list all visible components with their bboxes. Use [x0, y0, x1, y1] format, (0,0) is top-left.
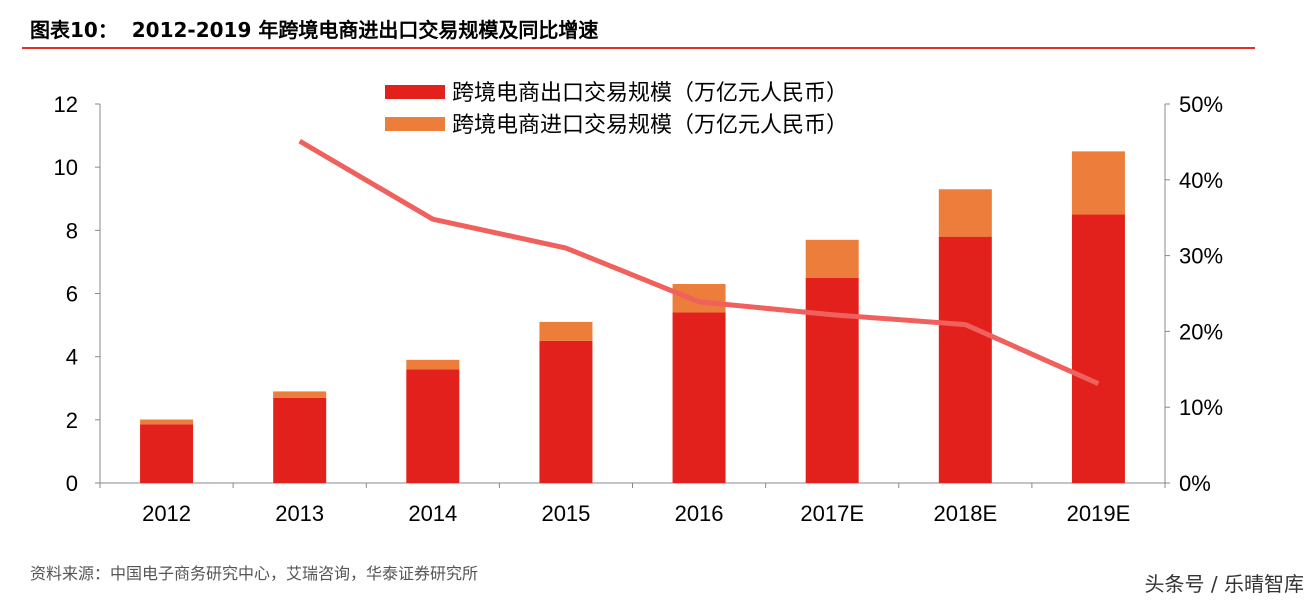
bar-export — [1071, 214, 1125, 483]
right-tick-label: 50% — [1179, 92, 1223, 117]
right-tick-label: 40% — [1179, 168, 1223, 193]
bar-export — [273, 397, 327, 483]
x-tick-label: 2012 — [142, 501, 191, 526]
bar-import — [406, 359, 460, 370]
bar-import — [938, 189, 992, 237]
bar-import — [539, 321, 593, 341]
bar-export — [805, 277, 859, 483]
left-tick-label: 10 — [54, 155, 78, 180]
left-tick-label: 6 — [66, 282, 78, 307]
bar-export — [140, 424, 194, 483]
bar-export — [938, 236, 992, 483]
source-note: 资料来源：中国电子商务研究中心，艾瑞咨询，华泰证券研究所 — [30, 564, 479, 583]
x-tick-label: 2017E — [800, 501, 864, 526]
legend-label: 跨境电商进口交易规模（万亿元人民币） — [452, 112, 848, 137]
right-tick-label: 30% — [1179, 244, 1223, 269]
bar-import — [140, 419, 194, 425]
legend-swatch — [385, 117, 445, 131]
bar-export — [539, 340, 593, 483]
left-tick-label: 0 — [66, 471, 78, 496]
x-tick-label: 2013 — [275, 501, 324, 526]
left-tick-label: 8 — [66, 218, 78, 243]
bar-import — [805, 239, 859, 278]
x-tick-label: 2015 — [541, 501, 590, 526]
left-tick-label: 4 — [66, 345, 78, 370]
title-divider — [22, 47, 1255, 49]
bar-import — [1071, 151, 1125, 215]
x-tick-label: 2014 — [408, 501, 457, 526]
legend-label: 跨境电商出口交易规模（万亿元人民币） — [452, 80, 848, 105]
bar-export — [672, 312, 726, 483]
x-tick-label: 2019E — [1067, 501, 1131, 526]
right-tick-label: 10% — [1179, 395, 1223, 420]
bar-import — [672, 284, 726, 313]
x-tick-label: 2016 — [675, 501, 724, 526]
left-tick-label: 2 — [66, 408, 78, 433]
legend-swatch — [385, 85, 445, 99]
right-tick-label: 20% — [1179, 319, 1223, 344]
chart-title: 图表10： 2012-2019 年跨境电商进出口交易规模及同比增速 — [30, 18, 599, 42]
right-tick-label: 0% — [1179, 471, 1211, 496]
bar-export — [406, 369, 460, 483]
watermark: 头条号 / 乐晴智库 — [1144, 572, 1304, 596]
bar-import — [273, 391, 327, 398]
x-tick-label: 2018E — [934, 501, 998, 526]
left-tick-label: 12 — [54, 92, 78, 117]
